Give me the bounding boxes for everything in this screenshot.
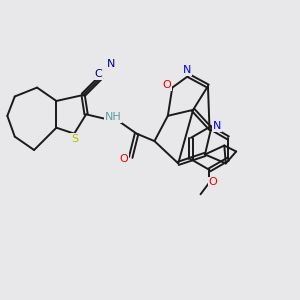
Text: S: S — [71, 134, 78, 144]
Text: NH: NH — [104, 112, 121, 122]
Text: N: N — [183, 65, 191, 75]
Text: O: O — [163, 80, 171, 90]
Text: O: O — [120, 154, 128, 164]
Text: O: O — [208, 177, 217, 188]
Text: N: N — [106, 59, 115, 69]
Text: C: C — [95, 69, 103, 79]
Text: N: N — [213, 121, 221, 131]
